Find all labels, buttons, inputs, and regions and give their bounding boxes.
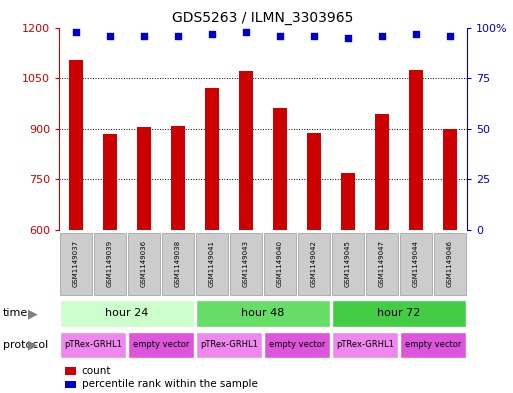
Bar [230,233,262,296]
Bar [162,233,194,296]
Point [106,33,114,39]
Text: GSM1149040: GSM1149040 [277,240,283,286]
Bar [195,233,228,296]
Text: hour 72: hour 72 [377,309,421,318]
Point [412,30,420,37]
Text: GSM1149046: GSM1149046 [447,240,453,286]
Text: GSM1149041: GSM1149041 [209,240,215,286]
Text: pTRex-GRHL1: pTRex-GRHL1 [336,340,394,349]
Bar [331,300,466,327]
Bar [400,332,466,358]
Bar [307,133,321,393]
Point [174,33,182,39]
Bar [298,233,330,296]
Bar [171,126,185,393]
Text: empty vector: empty vector [133,340,189,349]
Bar [273,108,287,393]
Bar [264,332,330,358]
Text: GSM1149036: GSM1149036 [141,240,147,287]
Bar [443,129,457,393]
Text: pTRex-GRHL1: pTRex-GRHL1 [200,340,258,349]
Text: hour 24: hour 24 [105,309,149,318]
Point [72,28,80,35]
Bar [60,332,126,358]
Text: GSM1149045: GSM1149045 [345,240,351,286]
Bar [60,300,194,327]
Text: GSM1149043: GSM1149043 [243,240,249,286]
Bar [65,367,76,375]
Text: percentile rank within the sample: percentile rank within the sample [82,379,258,389]
Point [242,28,250,35]
Bar [331,233,364,296]
Bar [375,114,389,393]
Text: ▶: ▶ [28,307,37,320]
Text: GSM1149038: GSM1149038 [175,240,181,287]
Bar [103,134,117,393]
Bar [60,233,92,296]
Text: GSM1149047: GSM1149047 [379,240,385,286]
Text: count: count [82,366,111,376]
Text: GSM1149039: GSM1149039 [107,240,113,287]
Bar [331,332,398,358]
Bar [94,233,126,296]
Point [446,33,454,39]
Bar [137,127,151,393]
Text: GSM1149037: GSM1149037 [73,240,79,287]
Text: protocol: protocol [3,340,48,350]
Bar [195,300,330,327]
Bar [128,332,194,358]
Bar [69,60,83,393]
Bar [400,233,432,296]
Point [140,33,148,39]
Bar [205,88,219,393]
Text: empty vector: empty vector [405,340,461,349]
Bar [341,173,354,393]
Point [208,30,216,37]
Point [344,35,352,41]
Bar [128,233,160,296]
Text: GSM1149042: GSM1149042 [311,240,317,286]
Bar [409,70,423,393]
Bar [239,72,253,393]
Text: empty vector: empty vector [269,340,325,349]
Bar [264,233,296,296]
Text: GSM1149044: GSM1149044 [413,240,419,286]
Bar [65,381,76,388]
Point [310,33,318,39]
Text: time: time [3,309,28,318]
Bar [433,233,466,296]
Point [276,33,284,39]
Point [378,33,386,39]
Text: ▶: ▶ [28,338,37,351]
Text: pTRex-GRHL1: pTRex-GRHL1 [64,340,122,349]
Bar [195,332,262,358]
Title: GDS5263 / ILMN_3303965: GDS5263 / ILMN_3303965 [172,11,353,25]
Bar [366,233,398,296]
Text: hour 48: hour 48 [241,309,285,318]
